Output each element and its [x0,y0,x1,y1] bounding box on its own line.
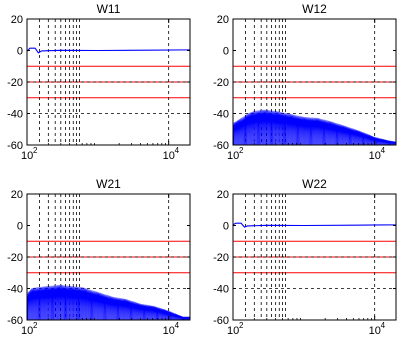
series-line [27,284,190,320]
x-tick-label: 10 [21,150,33,162]
series-line [233,109,396,145]
x-tick-label: 10 [21,325,33,337]
x-tick-exponent: 4 [381,146,386,155]
y-tick-label: -20 [7,252,23,264]
y-tick-label: -40 [213,284,229,296]
x-tick-label: 10 [369,150,381,162]
y-tick-label: 0 [223,221,229,233]
x-tick-exponent: 4 [381,321,386,330]
y-tick-label: 0 [223,46,229,58]
x-tick-label: 10 [227,325,239,337]
chart-title: W11 [97,2,121,16]
x-tick-label: 10 [227,150,239,162]
chart-title: W21 [96,177,121,191]
y-tick-label: -40 [213,109,229,121]
y-tick-label: 20 [11,189,23,201]
y-tick-label: 20 [217,14,229,26]
y-tick-label: -40 [7,284,23,296]
y-tick-label: -60 [7,315,23,327]
x-tick-exponent: 4 [175,146,180,155]
y-tick-label: 20 [11,14,23,26]
y-tick-label: -60 [213,315,229,327]
y-tick-label: -20 [213,77,229,89]
x-tick-label: 10 [163,150,175,162]
y-tick-label: 0 [17,46,23,58]
x-tick-exponent: 2 [33,321,38,330]
x-tick-exponent: 2 [239,146,244,155]
x-tick-exponent: 2 [239,321,244,330]
series-line [233,222,396,228]
x-tick-label: 10 [163,325,175,337]
x-tick-label: 10 [369,325,381,337]
y-tick-label: 20 [217,189,229,201]
y-tick-label: -40 [7,109,23,121]
series-line [27,47,190,54]
chart-title: W12 [302,2,327,16]
y-tick-label: -20 [213,252,229,264]
y-tick-label: -60 [7,140,23,152]
x-tick-exponent: 4 [175,321,180,330]
chart-title: W22 [302,177,327,191]
y-tick-label: -20 [7,77,23,89]
y-tick-label: -60 [213,140,229,152]
x-tick-exponent: 2 [33,146,38,155]
y-tick-label: 0 [17,221,23,233]
